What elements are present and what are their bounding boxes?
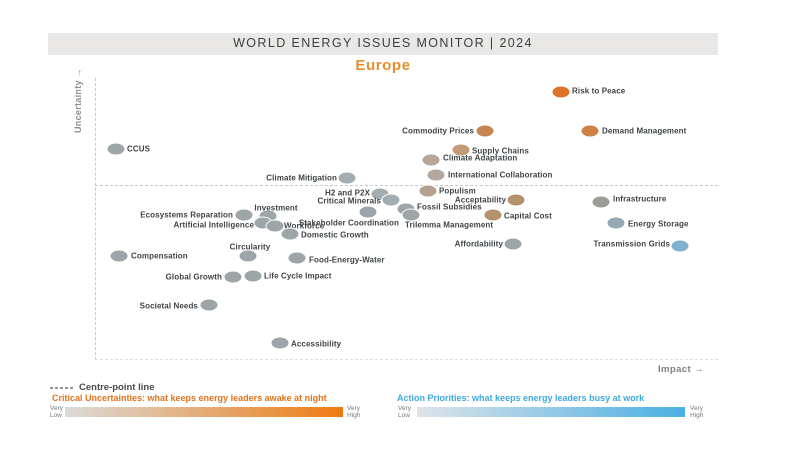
- issue-dot: [382, 194, 400, 206]
- action-priorities-legend-label: Action Priorities: what keeps energy lea…: [397, 393, 645, 403]
- issue-label: Transmission Grids: [593, 239, 670, 249]
- issue-label: Compensation: [131, 251, 188, 261]
- scale-low: Low: [398, 412, 410, 420]
- issue-label: Fossil Subsidies: [417, 202, 482, 212]
- issue-label: Demand Management: [602, 126, 687, 136]
- issue-label: Critical Minerals: [317, 196, 381, 206]
- issue-dot: [288, 252, 306, 264]
- issue-label: Affordability: [454, 239, 503, 249]
- issue-label: Accessibility: [291, 339, 342, 349]
- issue-dot: [581, 125, 599, 137]
- issue-label: Food-Energy-Water: [309, 255, 385, 265]
- issue-dot: [266, 220, 284, 232]
- issue-dot: [484, 209, 502, 221]
- issue-dot: [244, 270, 262, 282]
- issue-dot: [552, 86, 570, 98]
- issue-dot: [592, 196, 610, 208]
- issue-label: Energy Storage: [628, 219, 689, 229]
- centre-point-line-sample: [50, 387, 75, 389]
- scale-very: Very: [50, 405, 64, 412]
- issue-dot: [235, 209, 253, 221]
- issue-label: Supply Chains: [472, 146, 529, 156]
- issue-label: Commodity Prices: [402, 126, 474, 136]
- issue-dot: [607, 217, 625, 229]
- page-title: WORLD ENERGY ISSUES MONITOR | 2024: [233, 36, 533, 50]
- issue-dot: [452, 144, 470, 156]
- critical-scale-high: Very High: [347, 405, 360, 420]
- title-banner: [48, 33, 718, 55]
- issue-label: Investment: [254, 203, 298, 213]
- x-axis-label: Impact →: [658, 364, 704, 375]
- issue-dot: [200, 299, 218, 311]
- centre-point-legend-label: Centre-point line: [79, 382, 155, 393]
- issue-label: Ecosystems Reparation: [140, 210, 233, 220]
- issue-dot: [359, 206, 377, 218]
- issue-label: Climate Mitigation: [266, 173, 337, 183]
- region-subtitle: Europe: [355, 57, 411, 74]
- issue-label: Societal Needs: [139, 301, 198, 311]
- centre-point-line: [95, 185, 718, 186]
- action-scale-high: Very High: [690, 405, 703, 420]
- issue-label: International Collaboration: [448, 170, 553, 180]
- issue-dot: [397, 203, 415, 215]
- issue-dot: [107, 143, 125, 155]
- issue-dot: [254, 217, 272, 229]
- y-axis-line: [95, 78, 96, 360]
- issue-label: Global Growth: [165, 272, 222, 282]
- issue-label: CCUS: [127, 144, 151, 154]
- x-axis-line: [95, 359, 718, 360]
- issue-dot: [507, 194, 525, 206]
- issue-dot: [419, 185, 437, 197]
- issue-dot: [110, 250, 128, 262]
- issue-dot: [224, 271, 242, 283]
- issue-dot: [239, 250, 257, 262]
- issue-label: Capital Cost: [504, 211, 552, 221]
- issue-label: Life Cycle Impact: [264, 271, 332, 281]
- issue-label: Workforce: [284, 221, 325, 231]
- scale-high: High: [347, 412, 361, 420]
- scale-very: Very: [690, 405, 704, 412]
- y-axis-label: Uncertainty →: [73, 68, 83, 133]
- issue-dot: [504, 238, 522, 250]
- issue-dot: [271, 337, 289, 349]
- issue-dot: [402, 209, 420, 221]
- issue-label: Infrastructure: [613, 194, 667, 204]
- issue-label: Climate Adaptation: [443, 153, 518, 163]
- issue-dot: [671, 240, 689, 252]
- issue-label: Trilemma Management: [405, 220, 494, 230]
- issue-label: Circularity: [229, 242, 271, 252]
- issue-dot: [281, 228, 299, 240]
- issue-dot: [371, 188, 389, 200]
- scale-very: Very: [398, 405, 412, 412]
- issue-label: Populism: [439, 186, 476, 196]
- action-gradient-bar: [417, 407, 685, 417]
- issue-dot: [476, 125, 494, 137]
- issue-label: Acceptability: [454, 195, 506, 205]
- issue-label: Risk to Peace: [572, 86, 626, 96]
- issue-label: H2 and P2X: [324, 188, 370, 198]
- critical-uncertainties-legend-label: Critical Uncertainties: what keeps energ…: [52, 393, 327, 403]
- critical-gradient-bar: [65, 407, 343, 417]
- issue-dot: [422, 154, 440, 166]
- issue-label: Artificial Intelligence: [173, 220, 254, 230]
- critical-scale-low: Very Low: [50, 405, 63, 420]
- issue-label: Domestic Growth: [301, 230, 369, 240]
- issue-dot: [427, 169, 445, 181]
- issue-dot: [259, 210, 277, 222]
- issue-dot: [338, 172, 356, 184]
- scale-high: High: [690, 412, 704, 420]
- scale-low: Low: [50, 412, 62, 420]
- issue-label: Stakeholder Coordination: [298, 218, 399, 228]
- action-scale-low: Very Low: [398, 405, 411, 420]
- scale-very: Very: [347, 405, 361, 412]
